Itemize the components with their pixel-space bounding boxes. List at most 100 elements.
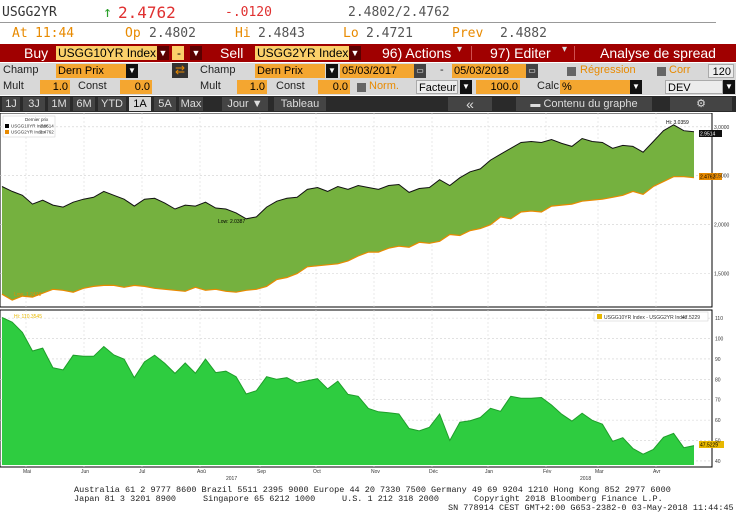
last-tag-10y-text: 2.9514 — [700, 132, 716, 138]
collapse-icon[interactable]: « — [448, 97, 492, 111]
lower-y-tick: 50 — [715, 439, 721, 445]
x-tick-month: Sep — [257, 469, 266, 475]
period-button-ytd[interactable]: YTD — [98, 97, 126, 111]
x-tick-month: Avr — [653, 469, 661, 475]
normalize-checkbox[interactable] — [357, 83, 366, 92]
actions-chevron-icon[interactable]: ▾ — [457, 44, 463, 55]
correlation-checkbox[interactable] — [657, 67, 666, 76]
period-button-5a[interactable]: 5A — [154, 97, 176, 111]
spread-band-area — [2, 124, 694, 301]
last-tag-2y-text: 2.4762 — [700, 175, 716, 181]
spread-analysis-title[interactable]: Analyse de spread — [600, 45, 716, 61]
mult1-label: Mult — [3, 80, 24, 92]
date-range-dash: - — [440, 64, 444, 76]
upper-legend: Dernier prix USGG10YR Index 2.9514 USGG2… — [2, 115, 56, 138]
ticker-symbol[interactable]: USGG2YR — [2, 5, 57, 20]
spread-area — [2, 317, 694, 465]
open-label: Op — [125, 26, 141, 41]
swap-icon[interactable]: ⇄ — [172, 63, 188, 78]
currency-select[interactable]: DEV locale — [665, 80, 723, 94]
high-value: 2.4843 — [258, 26, 305, 41]
buy-button[interactable]: Buy — [24, 45, 49, 61]
calc-select[interactable]: % — [560, 80, 630, 94]
security1-field[interactable]: USGG10YR Index — [56, 46, 158, 60]
security1-dropdown-icon[interactable]: ▼ — [157, 46, 169, 60]
operator-field[interactable]: - — [172, 46, 184, 60]
x-tick-month: Nov — [371, 469, 380, 475]
frequency-select[interactable]: Jour ▼ — [222, 97, 268, 111]
const1-input[interactable]: 0.0 — [120, 80, 152, 94]
hi-annotation-lower: Hi: 110.3545 — [14, 314, 42, 320]
at-label: At — [12, 26, 28, 41]
quote-time: 11:44 — [35, 26, 75, 41]
footer-singapore: Singapore 65 6212 1000 — [203, 494, 316, 504]
low-annotation-2y: Low: 1.2438 — [14, 292, 41, 298]
actions-menu[interactable]: 96) Actions — [382, 45, 452, 61]
upper-y-tick: 2,0000 — [714, 223, 730, 229]
footer: Australia 61 2 9777 8600 Brazil 5511 239… — [0, 484, 736, 530]
currency-dropdown-icon[interactable]: ▼ — [723, 80, 735, 94]
up-arrow-icon: ↑ — [103, 3, 113, 21]
mult2-input[interactable]: 1.0 — [237, 80, 267, 94]
end-date-input[interactable]: 05/03/2018 — [452, 64, 526, 78]
field2-dropdown-icon[interactable]: ▼ — [326, 64, 338, 78]
security2-field[interactable]: USGG2YR Index — [255, 46, 349, 60]
field2-select[interactable]: Dern Prix — [255, 64, 325, 78]
edit-menu[interactable]: 97) Editer — [490, 45, 551, 61]
high-label: Hi — [235, 26, 251, 41]
period-button-1m[interactable]: 1M — [48, 97, 70, 111]
lower-y-tick: 100 — [715, 337, 724, 343]
settings-icon[interactable]: ⚙ — [670, 97, 732, 111]
last-tag-spread-text: 47.5229 — [700, 443, 718, 449]
period-button-1j[interactable]: 1J — [2, 97, 20, 111]
mult1-input[interactable]: 1.0 — [40, 80, 70, 94]
spread-chart[interactable]: Dernier prix USGG10YR Index 2.9514 USGG2… — [0, 113, 736, 483]
x-tick-month: Jan — [485, 469, 493, 475]
x-tick-month: Mar — [595, 469, 604, 475]
operator-dropdown-icon[interactable]: ▼ — [190, 46, 202, 60]
correlation-window-input[interactable]: 120 — [708, 64, 734, 78]
last-tag-2y — [699, 173, 722, 180]
regression-checkbox[interactable] — [567, 67, 576, 76]
field1-select[interactable]: Dern Prix — [56, 64, 126, 78]
sell-button[interactable]: Sell — [220, 45, 244, 61]
frequency-dropdown-icon: ▼ — [251, 98, 263, 110]
security2-dropdown-icon[interactable]: ▼ — [349, 46, 361, 60]
frequency-label: Jour — [227, 98, 249, 110]
lower-y-tick: 70 — [715, 398, 721, 404]
legend-item-spread: USGG10YR Index - USGG2YR Index — [604, 315, 688, 321]
period-button-max[interactable]: Max — [179, 97, 203, 111]
table-button[interactable]: Tableau — [274, 97, 326, 111]
factor-select[interactable]: Facteur — [416, 80, 458, 94]
low-label: Lo — [343, 26, 359, 41]
lower-y-tick: 40 — [715, 459, 721, 465]
chart-content-button[interactable]: ▬ Contenu du graphe — [516, 97, 652, 111]
end-calendar-icon[interactable]: ▭ — [526, 64, 538, 78]
edit-chevron-icon[interactable]: ▾ — [562, 44, 568, 55]
footer-copyright: Copyright 2018 Bloomberg Finance L.P. — [474, 494, 663, 504]
series-line-usgg2yr — [1, 176, 695, 301]
start-date-input[interactable]: 05/03/2017 — [340, 64, 414, 78]
period-button-1a[interactable]: 1A — [129, 97, 151, 111]
period-button-3j[interactable]: 3J — [23, 97, 45, 111]
field1-dropdown-icon[interactable]: ▼ — [126, 64, 138, 78]
legend-value-usgg10yr: 2.9514 — [40, 124, 54, 129]
spread-line — [1, 317, 695, 455]
quote-stats: At 11:44 Op 2.4802 Hi 2.4843 Lo 2.4721 P… — [0, 24, 736, 44]
net-change: -.0120 — [225, 5, 272, 20]
chart-content-label: Contenu du graphe — [543, 98, 638, 110]
lower-y-tick: 110 — [715, 316, 723, 322]
period-button-6m[interactable]: 6M — [73, 97, 95, 111]
calc-dropdown-icon[interactable]: ▼ — [630, 80, 642, 94]
field2-label: Champ — [200, 64, 236, 76]
regression-label: Régression — [580, 64, 636, 76]
factor-input[interactable]: 100.0 — [476, 80, 520, 94]
factor-dropdown-icon[interactable]: ▼ — [460, 80, 472, 94]
start-calendar-icon[interactable]: ▭ — [414, 64, 426, 78]
lower-legend: USGG10YR Index - USGG2YR Index 47.5229 — [593, 311, 709, 322]
last-price: 2.4762 — [118, 3, 176, 22]
x-tick-month: Jun — [81, 469, 89, 475]
x-tick-month: Jul — [139, 469, 145, 475]
legend-item-usgg10yr: USGG10YR Index — [11, 124, 49, 129]
const2-input[interactable]: 0.0 — [318, 80, 350, 94]
